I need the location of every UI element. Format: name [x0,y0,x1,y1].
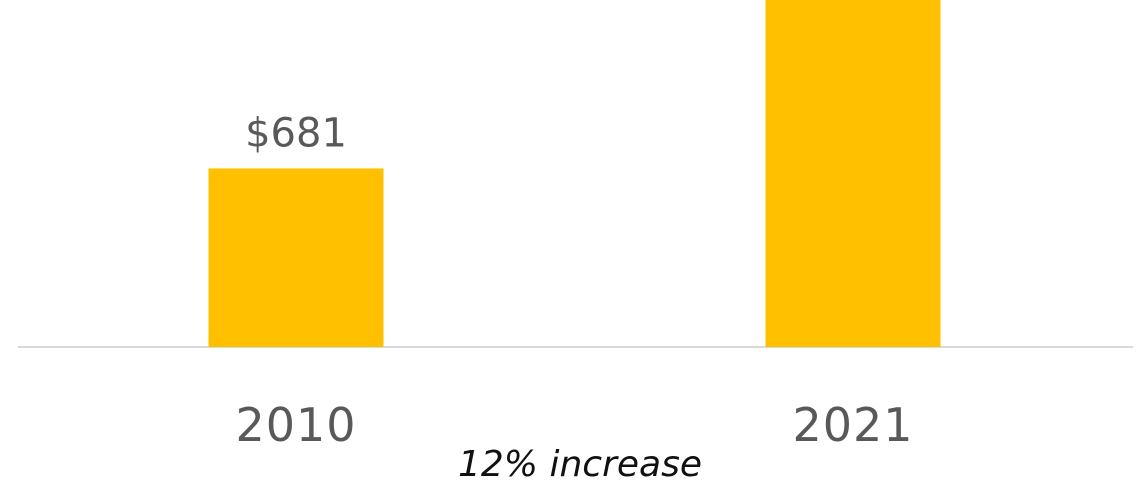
bar-2010 [208,168,384,347]
category-label-2010: 2010 [235,398,356,452]
category-label-2021: 2021 [792,398,913,452]
value-label-2010: $681 [245,110,347,156]
bar-2021 [765,0,941,348]
annotation-text: 12% increase [458,444,702,482]
